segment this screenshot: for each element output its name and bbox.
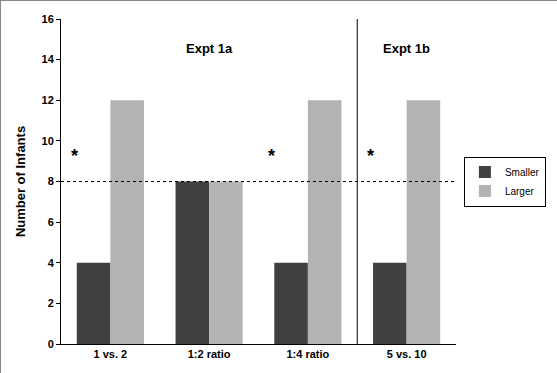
svg-text:8: 8 [48, 175, 54, 187]
svg-text:Expt 1a: Expt 1a [186, 41, 233, 56]
svg-text:*: * [367, 146, 374, 166]
svg-text:*: * [71, 146, 78, 166]
svg-text:Expt 1b: Expt 1b [383, 41, 430, 56]
svg-text:10: 10 [42, 135, 54, 147]
svg-text:16: 16 [42, 13, 54, 25]
svg-text:12: 12 [42, 94, 54, 106]
svg-text:1:2 ratio: 1:2 ratio [188, 348, 231, 360]
svg-text:6: 6 [48, 216, 54, 228]
svg-text:1:4 ratio: 1:4 ratio [286, 348, 329, 360]
svg-text:14: 14 [42, 53, 55, 65]
svg-text:4: 4 [48, 257, 55, 269]
svg-text:0: 0 [48, 338, 54, 350]
svg-text:2: 2 [48, 297, 54, 309]
svg-text:*: * [268, 146, 275, 166]
svg-text:Smaller: Smaller [505, 167, 540, 178]
svg-text:1 vs. 2: 1 vs. 2 [94, 348, 128, 360]
svg-text:Larger: Larger [505, 186, 535, 197]
svg-text:Number of Infants: Number of Infants [13, 126, 28, 237]
svg-text:5 vs. 10: 5 vs. 10 [387, 348, 427, 360]
